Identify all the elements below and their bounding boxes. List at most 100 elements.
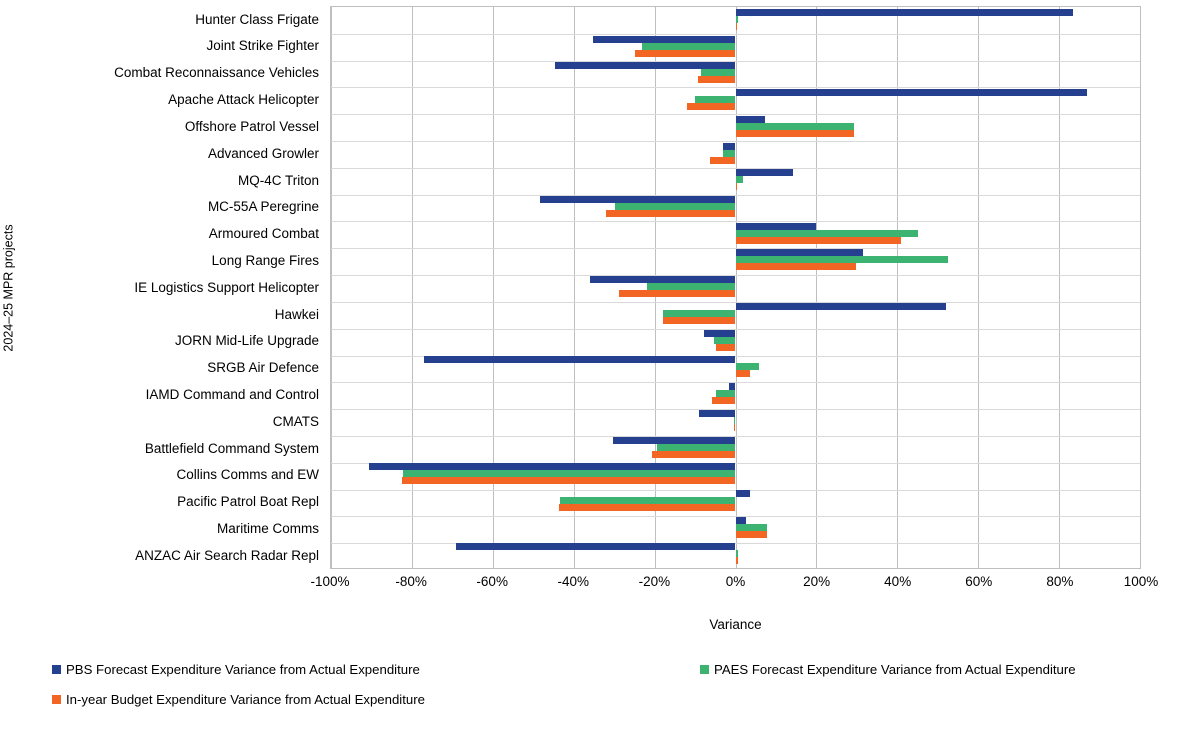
category-label: Hunter Class Frigate — [195, 11, 319, 27]
bar-segment[interactable] — [698, 76, 736, 84]
bar-segment[interactable] — [722, 149, 736, 157]
bar-segment[interactable] — [735, 523, 768, 531]
bar-segment[interactable] — [539, 196, 736, 204]
legend-item-paes[interactable]: PAES Forecast Expenditure Variance from … — [700, 662, 1076, 677]
y-axis-title: 2024–25 MPR projects — [0, 0, 18, 575]
bar-segment[interactable] — [735, 530, 767, 538]
bar-segment[interactable] — [646, 283, 736, 291]
bar-segment[interactable] — [716, 390, 736, 398]
bar-segment[interactable] — [663, 309, 736, 317]
x-axis-tick: 100% — [1123, 574, 1159, 589]
bar-segment[interactable] — [735, 89, 1088, 97]
bar-segment[interactable] — [729, 383, 736, 391]
bar-segment[interactable] — [710, 156, 736, 164]
bar-segment[interactable] — [634, 49, 736, 57]
category-label: CMATS — [272, 413, 319, 429]
bar-segment[interactable] — [735, 169, 793, 177]
bar-segment[interactable] — [735, 176, 743, 184]
bar-rows — [331, 7, 1140, 568]
table-row — [331, 515, 1140, 542]
bar-segment[interactable] — [713, 336, 736, 344]
bar-segment[interactable] — [558, 503, 736, 511]
category-label: Maritime Comms — [216, 521, 319, 537]
bar-segment[interactable] — [735, 222, 816, 230]
bar-segment[interactable] — [735, 302, 946, 310]
bar-segment[interactable] — [735, 256, 949, 264]
bar-segment[interactable] — [735, 370, 750, 378]
bar-segment[interactable] — [735, 115, 766, 123]
bar-segment[interactable] — [618, 290, 736, 298]
plot-area — [330, 6, 1141, 569]
category-label: ANZAC Air Search Radar Repl — [135, 547, 319, 563]
table-row — [331, 167, 1140, 194]
category-label: Pacific Patrol Boat Repl — [177, 494, 319, 510]
bar-segment[interactable] — [735, 249, 863, 257]
x-axis-tick-labels: -100% -80% -60% -40% -20% 0% 20% 40% 60% 80% 100% — [310, 574, 1158, 594]
gridline-vertical — [1140, 7, 1141, 568]
bar-segment[interactable] — [735, 229, 918, 237]
bar-segment[interactable] — [651, 450, 736, 458]
bar-segment[interactable] — [723, 142, 736, 150]
bar-segment[interactable] — [735, 363, 759, 371]
bar-segment[interactable] — [456, 543, 736, 551]
x-axis-tick: 40% — [884, 574, 912, 589]
category-label: Joint Strike Fighter — [206, 38, 319, 54]
bar-segment[interactable] — [735, 9, 1074, 16]
bar-segment[interactable] — [716, 343, 736, 351]
bar-segment[interactable] — [663, 316, 736, 324]
bar-segment[interactable] — [735, 236, 902, 244]
bar-segment[interactable] — [695, 96, 736, 104]
x-axis-tick: -60% — [476, 574, 508, 589]
bar-segment[interactable] — [592, 35, 736, 43]
bar-segment[interactable] — [735, 16, 738, 23]
x-axis-tick: 60% — [965, 574, 993, 589]
category-label: Battlefield Command System — [144, 440, 319, 456]
bar-segment[interactable] — [712, 397, 736, 405]
bar-segment[interactable] — [703, 329, 736, 337]
category-label: IAMD Command and Control — [145, 387, 319, 403]
bar-segment[interactable] — [554, 62, 736, 70]
bar-segment[interactable] — [735, 122, 855, 130]
bar-segment[interactable] — [735, 129, 855, 137]
bar-segment[interactable] — [735, 557, 738, 565]
category-axis-labels: Hunter Class Frigate Joint Strike Fighter… — [20, 6, 325, 569]
bar-segment[interactable] — [735, 516, 746, 524]
bar-segment[interactable] — [735, 183, 738, 191]
category-label: JORN Mid-Life Upgrade — [174, 333, 319, 349]
bar-segment[interactable] — [701, 69, 736, 77]
bar-segment[interactable] — [424, 356, 736, 364]
bar-segment[interactable] — [735, 550, 738, 558]
legend-item-pbs[interactable]: PBS Forecast Expenditure Variance from A… — [52, 662, 420, 677]
legend-item-in-year-budget[interactable]: In-year Budget Expenditure Variance from… — [52, 692, 425, 707]
bar-segment[interactable] — [614, 203, 736, 211]
bar-segment[interactable] — [612, 436, 736, 444]
category-label: Hawkei — [274, 306, 319, 322]
bar-segment[interactable] — [735, 23, 737, 30]
table-row — [331, 328, 1140, 355]
bar-segment[interactable] — [735, 489, 750, 497]
category-label: SRGB Air Defence — [207, 360, 319, 376]
bar-segment[interactable] — [734, 423, 736, 431]
table-row — [331, 194, 1140, 221]
bar-segment[interactable] — [656, 443, 736, 451]
bar-segment[interactable] — [686, 103, 736, 111]
category-label: MQ-4C Triton — [237, 172, 319, 188]
category-label: Armoured Combat — [208, 226, 319, 242]
x-axis-tick: -100% — [310, 574, 350, 589]
bar-segment[interactable] — [559, 496, 736, 504]
bar-segment[interactable] — [369, 463, 736, 471]
bar-segment[interactable] — [735, 263, 857, 271]
category-label: Apache Attack Helicopter — [168, 92, 319, 108]
category-label: Advanced Growler — [207, 145, 319, 161]
bar-segment[interactable] — [606, 210, 736, 218]
bar-segment[interactable] — [401, 477, 736, 485]
bar-segment[interactable] — [733, 416, 736, 424]
bar-segment[interactable] — [589, 276, 736, 284]
bar-segment[interactable] — [403, 470, 736, 478]
legend-swatch-in-year-budget — [52, 695, 61, 704]
bar-segment[interactable] — [699, 409, 736, 417]
table-row — [331, 221, 1140, 248]
bar-segment[interactable] — [641, 42, 736, 50]
x-axis-tick: -20% — [638, 574, 671, 589]
